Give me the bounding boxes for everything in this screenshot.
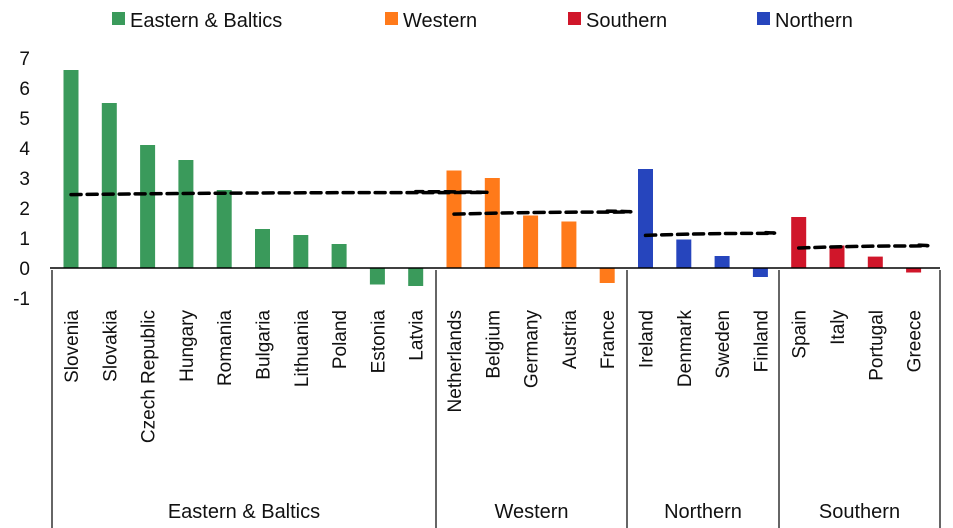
x-tick-label-lithuania: Lithuania [292,310,313,388]
x-tick-label-greece: Greece [905,310,926,372]
x-tick-label-denmark: Denmark [675,310,696,388]
bar-ireland [638,169,653,268]
x-tick-label-poland: Poland [330,310,351,369]
x-tick-label-romania: Romania [215,310,236,386]
bar-france [599,268,615,283]
bar-poland [331,244,347,268]
legend-label-eastern-baltics: Eastern & Baltics [130,10,282,32]
x-tick-label-estonia: Estonia [368,310,389,374]
x-tick-label-germany: Germany [522,310,543,389]
x-tick-label-netherlands: Netherlands [445,310,466,412]
bars [63,70,922,286]
bar-italy [829,245,845,268]
x-tick-label-bulgaria: Bulgaria [254,310,275,380]
bar-germany [523,215,539,268]
y-tick-label: 2 [19,199,30,220]
x-tick-label-france: France [598,310,619,369]
bar-denmark [676,239,692,268]
x-tick-label-slovenia: Slovenia [62,310,83,383]
x-tick-label-slovakia: Slovakia [100,310,121,382]
bar-slovakia [101,103,117,268]
x-tick-label-sweden: Sweden [713,310,734,379]
group-label-northern: Northern [664,501,742,523]
y-tick-label: 5 [19,109,30,130]
y-axis: -1 0 1 2 3 4 5 6 7 [13,49,30,310]
bar-belgium [484,178,500,268]
bar-bulgaria [255,229,270,268]
x-tick-label-latvia: Latvia [407,310,428,361]
legend-swatch-eastern-baltics [112,12,125,25]
x-tick-label-italy: Italy [828,310,849,345]
bar-netherlands [446,170,462,268]
bar-austria [561,221,577,268]
group-label-western: Western [494,501,568,523]
legend-label-western: Western [403,10,477,32]
y-tick-label: 1 [19,229,30,250]
bar-latvia [408,268,424,286]
x-axis: Slovenia Slovakia Czech Republic Hungary Rom… [50,267,941,528]
bar-portugal [867,256,883,268]
legend-label-northern: Northern [775,10,853,32]
group-label-eastern-baltics: Eastern & Baltics [168,501,320,523]
average-line-eastern-baltics [69,189,489,197]
bar-hungary [178,160,194,268]
average-line-southern [796,243,930,250]
bar-spain [791,217,807,268]
x-tick-label-ireland: Ireland [637,310,658,368]
x-tick-label-finland: Finland [751,310,772,372]
bar-greece [906,268,922,273]
x-tick-label-portugal: Portugal [866,310,887,381]
x-tick-label-hungary: Hungary [177,310,198,382]
bar-romania [216,190,232,268]
y-tick-label: 6 [19,79,30,100]
average-line-western [452,209,633,216]
y-tick-label: 0 [19,259,30,280]
bar-slovenia [63,70,79,268]
legend-label-southern: Southern [586,10,667,32]
y-tick-label: 7 [19,49,30,70]
y-tick-label: 3 [19,169,30,190]
y-tick-label: -1 [13,289,30,310]
x-tick-label-czech-republic: Czech Republic [139,310,160,443]
legend-swatch-northern [757,12,770,25]
chart-legend: Eastern & Baltics Western Southern Northern [112,10,853,32]
x-tick-label-austria: Austria [560,310,581,370]
y-tick-label: 4 [19,139,30,160]
bar-czech-republic [140,145,156,268]
bar-sweden [714,256,730,268]
x-tick-label-belgium: Belgium [483,310,504,379]
group-label-southern: Southern [819,501,900,523]
legend-swatch-southern [568,12,581,25]
bar-lithuania [293,235,309,268]
average-line-northern [643,230,777,238]
bar-finland [752,268,768,277]
x-tick-label-spain: Spain [790,310,811,359]
bar-estonia [369,268,385,285]
group-average-lines [69,189,930,250]
legend-swatch-western [385,12,398,25]
